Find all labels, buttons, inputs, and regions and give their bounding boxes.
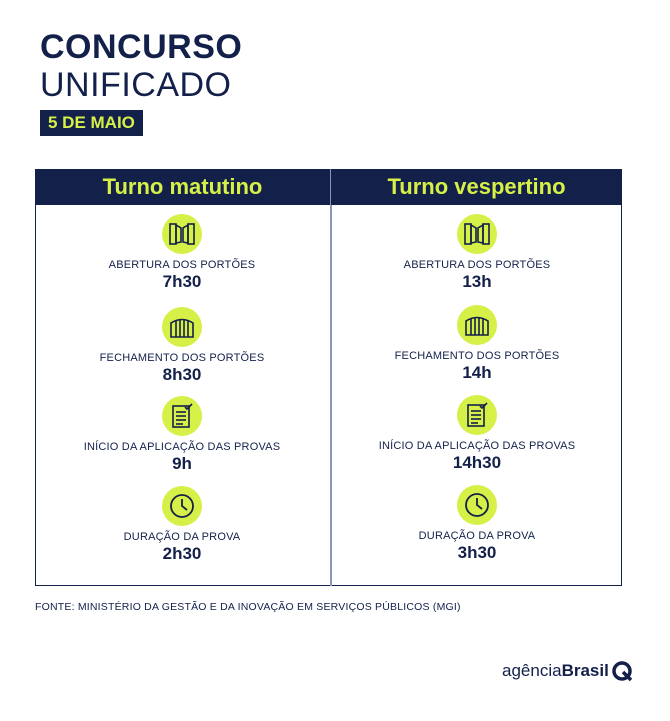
logo-text-regular: agência: [502, 661, 562, 680]
gate-closed-icon: [457, 305, 497, 345]
item-label: FECHAMENTO DOS PORTÕES: [99, 352, 265, 364]
item-value: 9h: [172, 454, 192, 473]
morning-exam-start: INÍCIO DA APLICAÇÃO DAS PROVAS 9h: [42, 396, 322, 474]
item-label: INÍCIO DA APLICAÇÃO DAS PROVAS: [378, 440, 576, 452]
item-label: DURAÇÃO DA PROVA: [418, 530, 536, 542]
item-value: 8h30: [162, 365, 202, 384]
item-label: ABERTURA DOS PORTÕES: [108, 259, 256, 271]
gate-open-icon: [457, 214, 497, 254]
item-label: DURAÇÃO DA PROVA: [123, 531, 241, 543]
date-badge: 5 DE MAIO: [40, 110, 143, 136]
gate-open-icon: [162, 214, 202, 254]
item-value: 3h30: [457, 543, 497, 562]
logo-text-bold: Brasil: [561, 661, 609, 680]
item-label: INÍCIO DA APLICAÇÃO DAS PROVAS: [83, 441, 281, 453]
afternoon-exam-duration: DURAÇÃO DA PROVA 3h30: [337, 485, 617, 563]
morning-gate-closing: FECHAMENTO DOS PORTÕES 8h30: [42, 307, 322, 385]
column-divider: [330, 169, 332, 586]
title-line1: CONCURSO: [40, 28, 243, 66]
column-header-morning: Turno matutino: [35, 169, 330, 205]
afternoon-gate-closing: FECHAMENTO DOS PORTÕES 14h: [337, 305, 617, 383]
afternoon-exam-start: INÍCIO DA APLICAÇÃO DAS PROVAS 14h30: [337, 395, 617, 473]
morning-gate-opening: ABERTURA DOS PORTÕES 7h30: [42, 214, 322, 292]
item-value: 2h30: [162, 544, 202, 563]
exam-sheet-icon: [162, 396, 202, 436]
exam-sheet-icon: [457, 395, 497, 435]
afternoon-gate-opening: ABERTURA DOS PORTÕES 13h: [337, 214, 617, 292]
item-value: 13h: [462, 272, 492, 291]
item-value: 14h30: [452, 453, 502, 472]
clock-icon: [457, 485, 497, 525]
logo-mark-icon: [612, 661, 633, 682]
item-label: ABERTURA DOS PORTÕES: [403, 259, 551, 271]
title-line2: UNIFICADO: [40, 66, 232, 104]
item-value: 14h: [462, 363, 492, 382]
gate-closed-icon: [162, 307, 202, 347]
clock-icon: [162, 486, 202, 526]
item-label: FECHAMENTO DOS PORTÕES: [394, 350, 560, 362]
source-note: FONTE: MINISTÉRIO DA GESTÃO E DA INOVAÇÃ…: [35, 601, 461, 613]
item-value: 7h30: [162, 272, 202, 291]
morning-exam-duration: DURAÇÃO DA PROVA 2h30: [42, 486, 322, 564]
column-header-afternoon: Turno vespertino: [331, 169, 622, 205]
agencia-brasil-logo: agência Brasil: [502, 660, 633, 682]
